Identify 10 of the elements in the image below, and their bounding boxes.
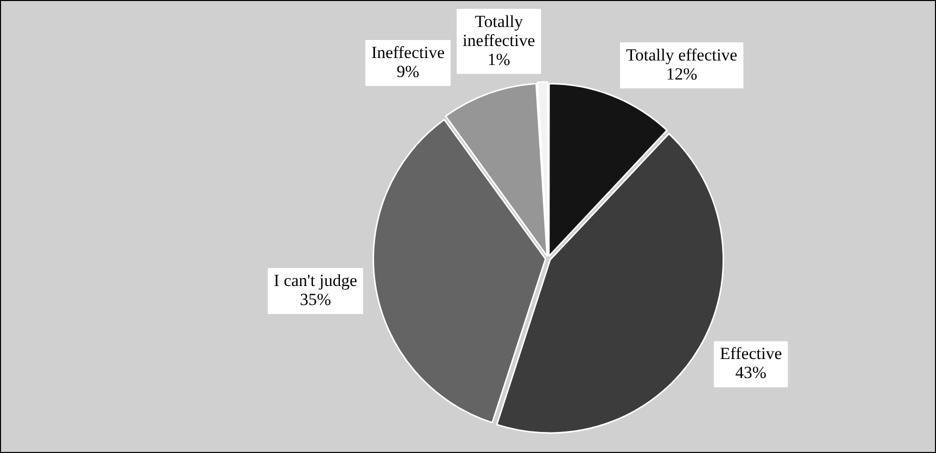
data-label: 1% [488,50,510,69]
data-label: 43% [735,363,766,382]
slice-label: Totally ineffective [462,12,536,50]
slice-label: Effective [720,344,782,364]
data-label: 12% [666,64,698,84]
data-label: 9% [396,62,420,81]
slice-label: Totally effective [626,45,738,64]
data-label: 35% [300,290,332,309]
slice-label: Ineffective [371,43,445,62]
slice-label: I can't judge [274,270,358,290]
